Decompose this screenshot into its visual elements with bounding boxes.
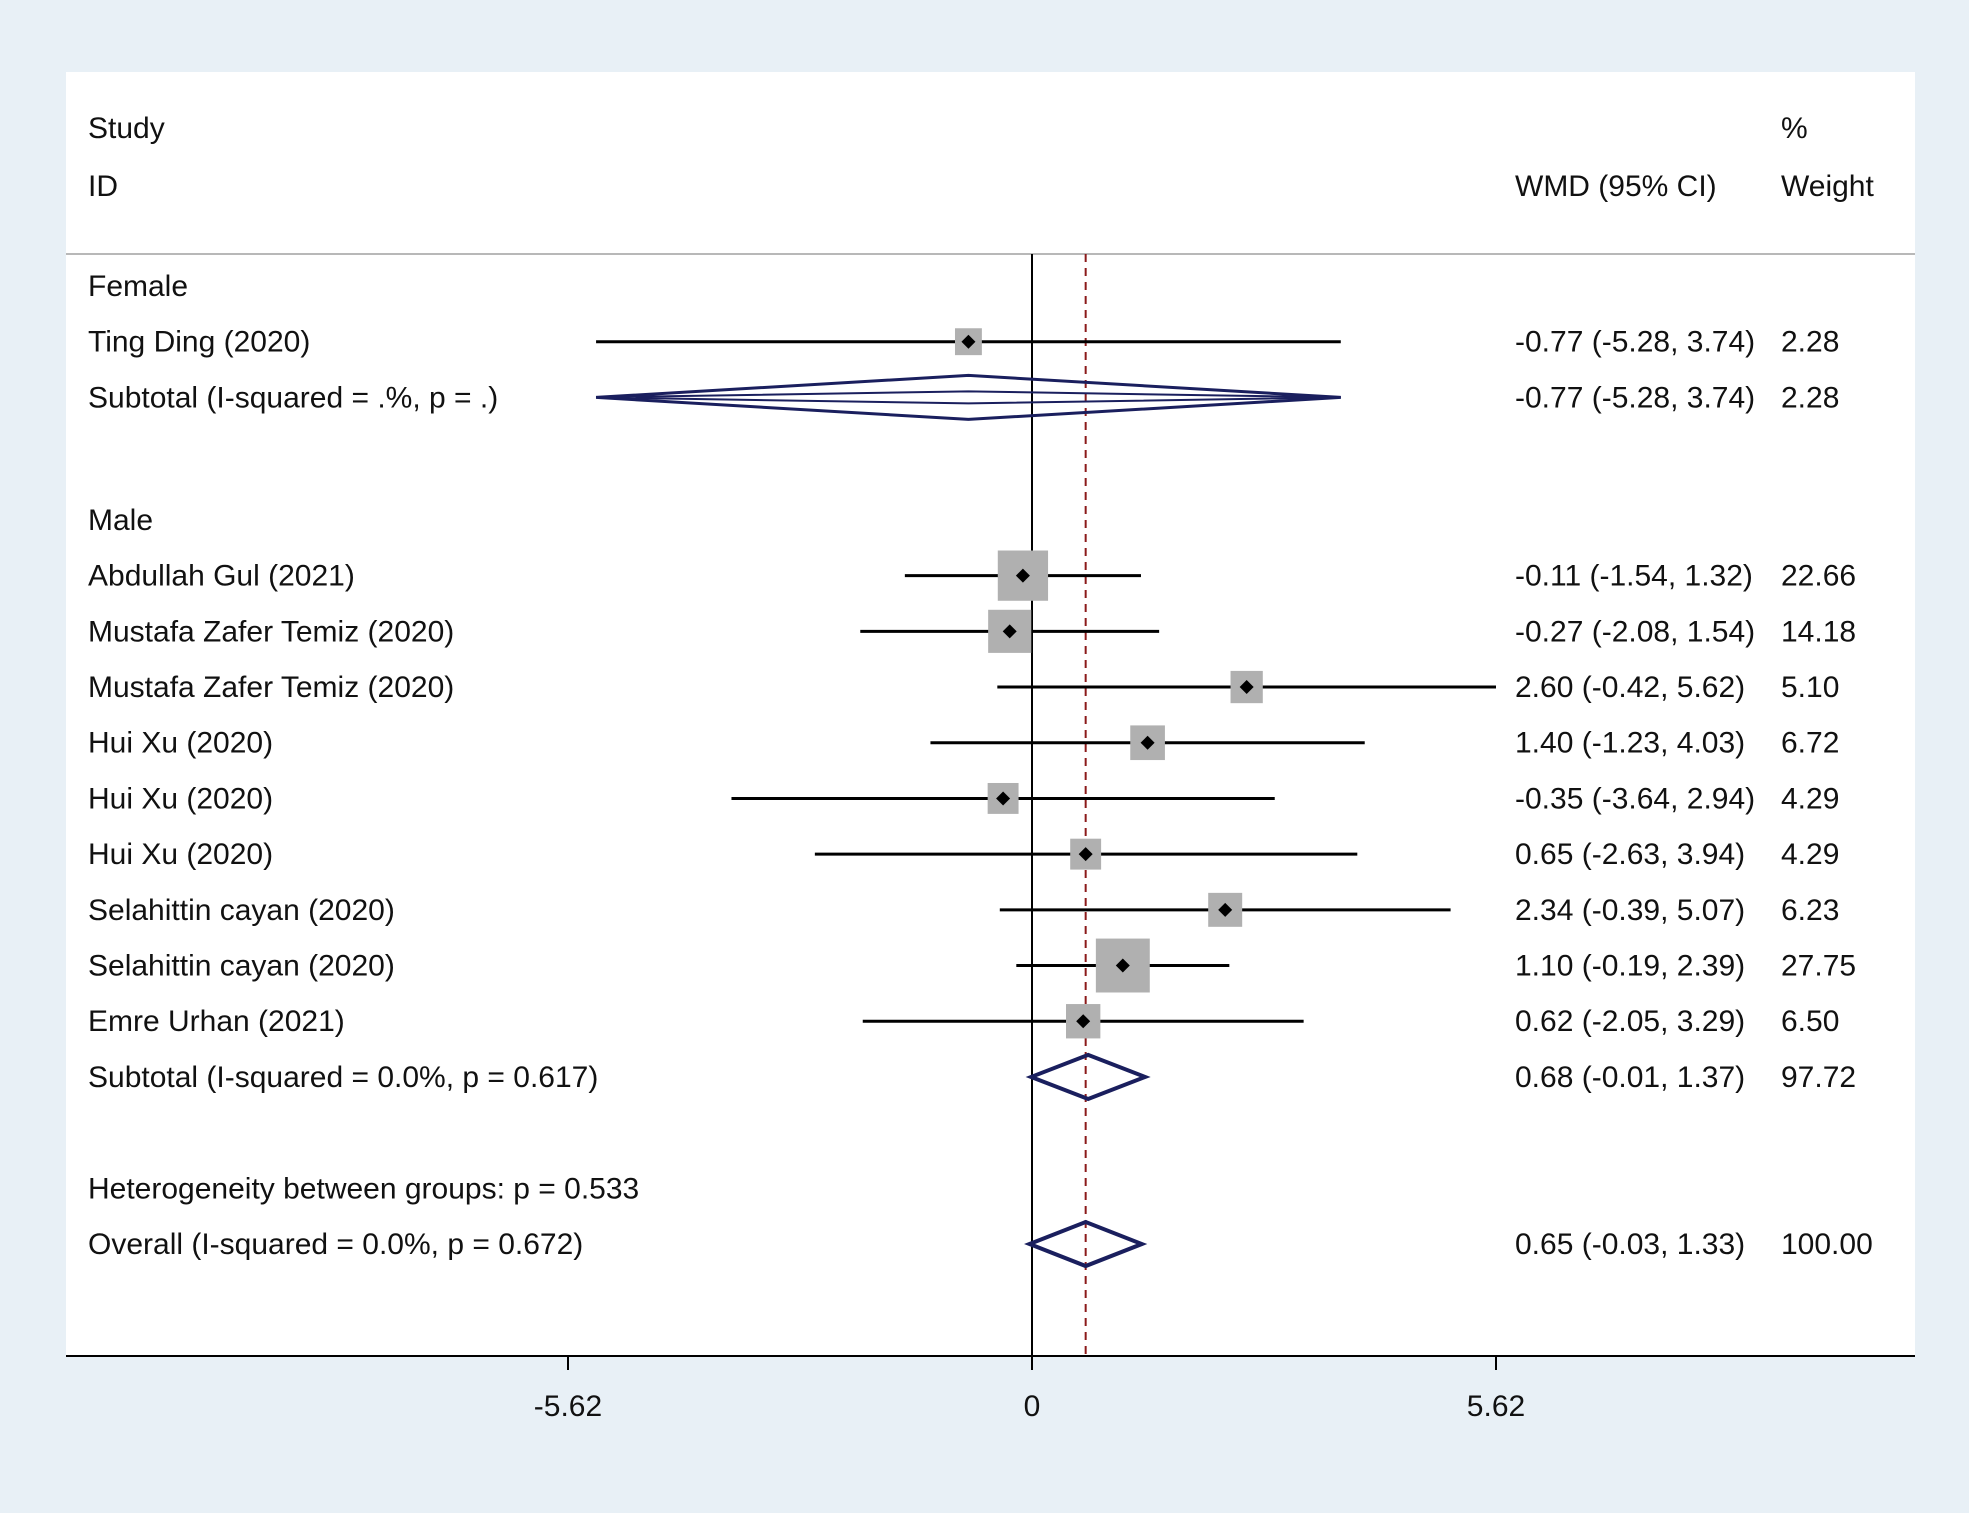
point-estimate (1015, 568, 1030, 583)
x-tick-label: 0 (1024, 1390, 1041, 1423)
heterogeneity-text: Heterogeneity between groups: p = 0.533 (88, 1172, 639, 1205)
forest-rows: Female Ting Ding (2020) -0.77 (-5.28, 3.74… (88, 270, 1873, 1269)
study-label: Hui Xu (2020) (88, 727, 273, 760)
study-label: Hui Xu (2020) (88, 838, 273, 871)
plot-panel (66, 72, 1915, 1356)
header: Study ID WMD (95% CI) % Weight (88, 112, 1874, 203)
reference-lines (1031, 254, 1087, 1356)
weight-text: 6.72 (1781, 727, 1839, 760)
weight-text: 22.66 (1781, 560, 1856, 593)
ci-text: 2.34 (-0.39, 5.07) (1515, 894, 1745, 927)
ci-text: 1.10 (-0.19, 2.39) (1515, 950, 1745, 983)
study-label: Emre Urhan (2021) (88, 1005, 345, 1038)
weight-text: 6.23 (1781, 894, 1839, 927)
ci-text: -0.35 (-3.64, 2.94) (1515, 782, 1755, 815)
ci-text: 2.60 (-0.42, 5.62) (1515, 671, 1745, 704)
ci-text: 1.40 (-1.23, 4.03) (1515, 727, 1745, 760)
x-tick-label: 5.62 (1467, 1390, 1525, 1423)
ci-text: 0.65 (-0.03, 1.33) (1515, 1228, 1745, 1261)
weight-text: 4.29 (1781, 838, 1839, 871)
point-estimate (961, 334, 976, 349)
weight-text: 6.50 (1781, 1005, 1839, 1038)
subtotal-diamond (1025, 1052, 1151, 1102)
weight-text: 97.72 (1781, 1061, 1856, 1094)
header-id: ID (88, 170, 118, 203)
weight-text: 5.10 (1781, 671, 1839, 704)
header-effect: WMD (95% CI) (1515, 170, 1717, 203)
weight-text: 27.75 (1781, 950, 1856, 983)
point-estimate (996, 791, 1011, 806)
weight-text: 2.28 (1781, 381, 1839, 414)
ci-text: -0.77 (-5.28, 3.74) (1515, 326, 1755, 359)
subtotal-diamond-inner (596, 390, 1341, 405)
ci-text: 0.68 (-0.01, 1.37) (1515, 1061, 1745, 1094)
weight-text: 2.28 (1781, 326, 1839, 359)
weight-text: 100.00 (1781, 1228, 1873, 1261)
group-label: Female (88, 270, 188, 303)
x-tick-label: -5.62 (534, 1390, 602, 1423)
study-label: Ting Ding (2020) (88, 326, 310, 359)
ci-text: 0.62 (-2.05, 3.29) (1515, 1005, 1745, 1038)
subtotal-label: Subtotal (I-squared = 0.0%, p = 0.617) (88, 1061, 598, 1094)
study-label: Abdullah Gul (2021) (88, 560, 355, 593)
ci-text: -0.27 (-2.08, 1.54) (1515, 615, 1755, 648)
header-weight-percent: % (1781, 112, 1808, 145)
ci-text: -0.77 (-5.28, 3.74) (1515, 381, 1755, 414)
point-estimate (1140, 735, 1155, 750)
study-label: Mustafa Zafer Temiz (2020) (88, 615, 454, 648)
study-label: Selahittin cayan (2020) (88, 894, 395, 927)
weight-text: 14.18 (1781, 615, 1856, 648)
weight-text: 4.29 (1781, 782, 1839, 815)
point-estimate (1218, 902, 1233, 917)
study-label: Mustafa Zafer Temiz (2020) (88, 671, 454, 704)
study-label: Hui Xu (2020) (88, 782, 273, 815)
point-estimate (1239, 680, 1254, 695)
point-estimate (1076, 1014, 1091, 1029)
x-axis: -5.62 0 5.62 (66, 1355, 1915, 1423)
header-weight: Weight (1781, 170, 1874, 203)
overall-diamond (1024, 1219, 1148, 1269)
point-estimate (1115, 958, 1130, 973)
overall-label: Overall (I-squared = 0.0%, p = 0.672) (88, 1228, 583, 1261)
header-study: Study (88, 112, 165, 145)
point-estimate (1002, 624, 1017, 639)
subtotal-label: Subtotal (I-squared = .%, p = .) (88, 381, 498, 414)
study-label: Selahittin cayan (2020) (88, 950, 395, 983)
ci-text: 0.65 (-2.63, 3.94) (1515, 838, 1745, 871)
ci-text: -0.11 (-1.54, 1.32) (1515, 560, 1753, 593)
point-estimate (1078, 847, 1093, 862)
group-label: Male (88, 504, 153, 537)
